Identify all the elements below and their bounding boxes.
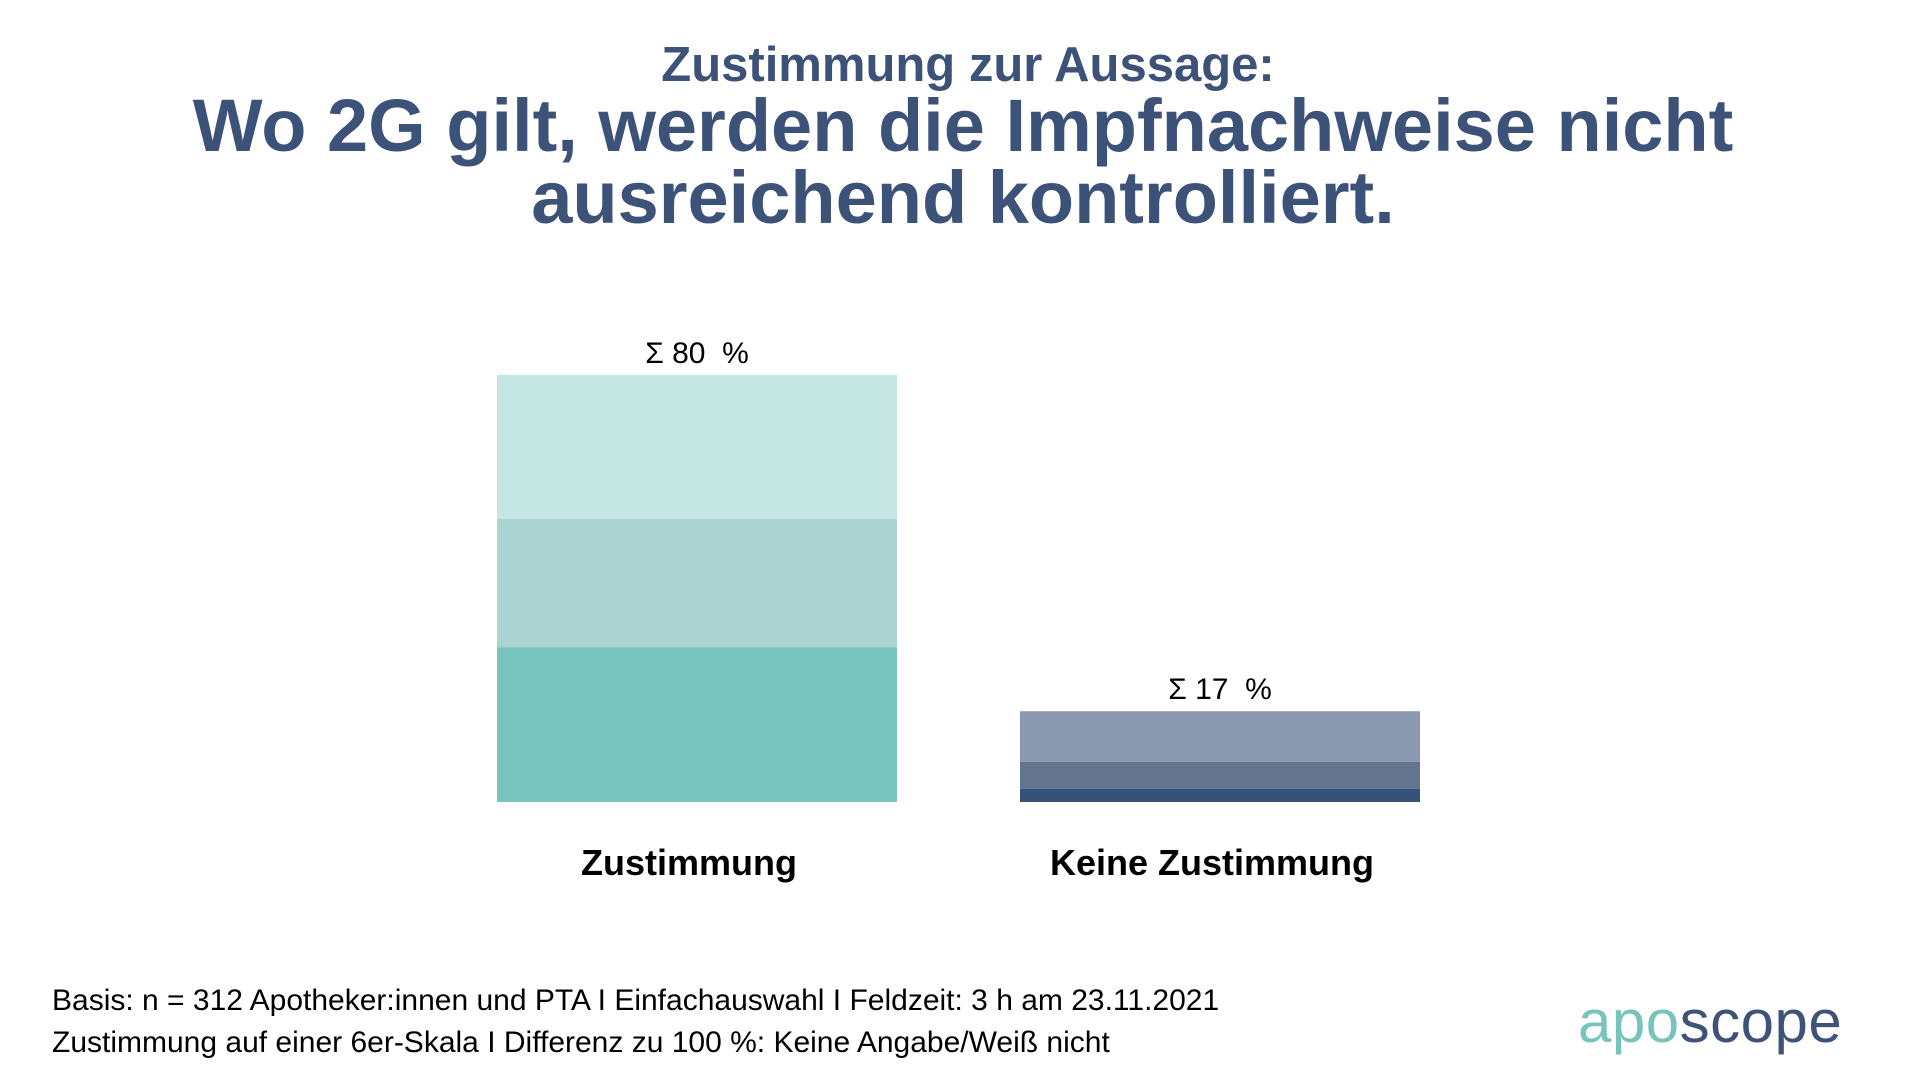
- logo-part-apo: apo: [1578, 988, 1680, 1055]
- chart-title: Wo 2G gilt, werden die Impfnachweise nic…: [0, 84, 1920, 239]
- bar-segment: [1020, 711, 1420, 762]
- chart-title-line-1: Wo 2G gilt, werden die Impfnachweise nic…: [192, 84, 1734, 167]
- chart-subtitle: Zustimmung zur Aussage:: [661, 38, 1275, 92]
- logo-part-scope: scope: [1679, 988, 1843, 1055]
- total-label: Σ 17 %: [1168, 673, 1272, 706]
- total-label: Σ 80 %: [645, 337, 749, 370]
- bar-segment: [497, 647, 897, 802]
- bar-keine-zustimmung: [1020, 711, 1420, 802]
- footer-scale-note: Zustimmung auf einer 6er-Skala I Differe…: [52, 1026, 1110, 1059]
- bar-segment: [1020, 788, 1420, 802]
- bar-segment: [497, 518, 897, 648]
- bar-zustimmung: [497, 374, 897, 802]
- footer-basis-note: Basis: n = 312 Apotheker:innen und PTA I…: [52, 984, 1220, 1017]
- bar-segment: [1020, 761, 1420, 789]
- category-label: Zustimmung: [581, 842, 797, 883]
- aposcope-logo: aposcope: [1578, 990, 1842, 1054]
- chart-title-line-2: ausreichend kontrolliert.: [531, 156, 1395, 239]
- footer-notes: Basis: n = 312 Apotheker:innen und PTA I…: [52, 980, 1219, 1064]
- category-label: Keine Zustimmung: [1050, 842, 1374, 883]
- bar-segment: [497, 374, 897, 519]
